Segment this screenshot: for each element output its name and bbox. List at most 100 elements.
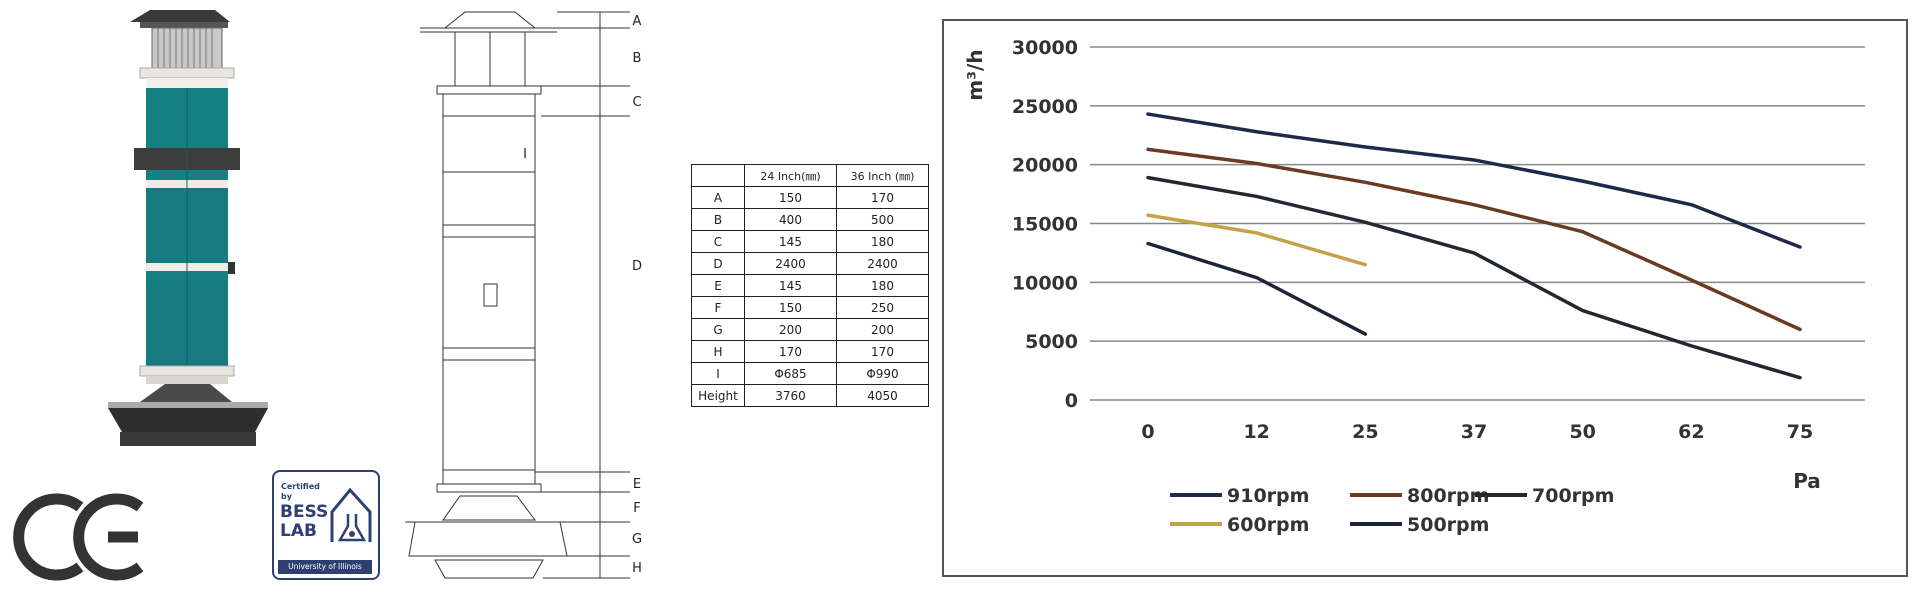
table-row: E 145 180 (691, 274, 929, 297)
ventilator-cap-icon (130, 10, 230, 22)
bess-lab-badge: Certified by BESS LAB University of Illi… (272, 470, 380, 580)
dim-label-e: E (633, 477, 641, 492)
dim-label-b: B (633, 51, 642, 66)
series-line-800rpm (1146, 147, 1802, 332)
series-line-700rpm (1146, 175, 1802, 380)
y-tick-label: 30000 (1012, 37, 1078, 59)
value-36inch: 180 (836, 230, 929, 253)
value-24inch: 150 (744, 296, 837, 319)
badge-certified: Certified (281, 482, 320, 491)
row-label: I (691, 362, 745, 385)
table-panel: 24 Inch(㎜) 36 Inch (㎜) A 150 170 B 400 500 C 14… (685, 0, 935, 594)
table-row: F 150 250 (691, 296, 929, 319)
row-label: G (691, 318, 745, 341)
table-row: B 400 500 (691, 208, 929, 231)
section-label-i: I (523, 147, 527, 162)
y-tick-label: 25000 (1012, 96, 1078, 118)
value-36inch: 200 (836, 318, 929, 341)
table-row: Height 3760 4050 (691, 384, 929, 407)
value-24inch: 3760 (744, 384, 837, 407)
table-row: A 150 170 (691, 186, 929, 209)
table-row: I Φ685 Φ990 (691, 362, 929, 385)
series-line-600rpm (1146, 213, 1368, 267)
row-label: F (691, 296, 745, 319)
table-row: C 145 180 (691, 230, 929, 253)
legend-label: 800rpm (1407, 485, 1489, 507)
row-label: B (691, 208, 745, 231)
row-label: C (691, 230, 745, 253)
value-36inch: 4050 (836, 384, 929, 407)
dim-label-f: F (633, 501, 640, 516)
technical-drawing: A B C D E F G H I (405, 11, 642, 579)
value-24inch: 400 (744, 208, 837, 231)
product-illustration: CE (0, 0, 268, 581)
x-tick-label: 37 (1461, 421, 1487, 443)
product-panel: CE Certified by BESS LAB University of I… (0, 0, 405, 594)
ventilator-base-icon (140, 384, 232, 402)
row-label: E (691, 274, 745, 297)
value-24inch: 145 (744, 274, 837, 297)
value-24inch: Φ685 (744, 362, 837, 385)
dimension-table: 24 Inch(㎜) 36 Inch (㎜) A 150 170 B 400 500 C 14… (691, 164, 929, 407)
y-axis-label: m³/h (963, 49, 987, 100)
x-tick-label: 0 (1141, 421, 1154, 443)
table-row: D 2400 2400 (691, 252, 929, 275)
row-label: A (691, 186, 745, 209)
badge-footer: University of Illinois (278, 560, 372, 574)
chart-panel: 0 5000 10000 15000 20000 25000 30000 0 12 25 37 50 6… (935, 0, 1916, 594)
y-tick-label: 0 (1065, 390, 1078, 412)
badge-by: by (281, 492, 292, 501)
table-body: A 150 170 B 400 500 C 145 180 D 2400 2400 E 145 180 F 15… (691, 186, 929, 407)
x-axis-label: Pa (1793, 469, 1821, 493)
series-line-910rpm (1146, 112, 1802, 249)
y-tick-label: 5000 (1025, 331, 1078, 353)
table-header-row: 24 Inch(㎜) 36 Inch (㎜) (691, 164, 929, 187)
header-label (691, 164, 745, 187)
chart-frame (942, 19, 1908, 577)
legend-label: 910rpm (1227, 485, 1309, 507)
value-36inch: 2400 (836, 252, 929, 275)
x-tick-label: 62 (1678, 421, 1704, 443)
y-tick-label: 15000 (1012, 214, 1078, 236)
row-label: D (691, 252, 745, 275)
badge-bess: BESS (280, 502, 329, 522)
row-label: H (691, 340, 745, 363)
ce-mark-text: CE (0, 0, 2, 1)
value-24inch: 170 (744, 340, 837, 363)
y-tick-label: 10000 (1012, 272, 1078, 294)
value-36inch: 250 (836, 296, 929, 319)
y-tick-label: 20000 (1012, 155, 1078, 177)
x-tick-label: 25 (1352, 421, 1378, 443)
ce-mark-icon (13, 493, 144, 581)
legend-label: 500rpm (1407, 514, 1489, 536)
header-36inch: 36 Inch (㎜) (836, 164, 929, 187)
value-24inch: 2400 (744, 252, 837, 275)
value-36inch: 170 (836, 340, 929, 363)
drawing-panel: A B C D E F G H I (405, 0, 685, 594)
value-36inch: Φ990 (836, 362, 929, 385)
value-24inch: 200 (744, 318, 837, 341)
dim-label-c: C (632, 95, 641, 110)
value-24inch: 150 (744, 186, 837, 209)
header-24inch: 24 Inch(㎜) (744, 164, 837, 187)
x-tick-label: 50 (1569, 421, 1595, 443)
table-row: H 170 170 (691, 340, 929, 363)
dim-label-h: H (632, 561, 642, 576)
row-label: Height (691, 384, 745, 407)
airflow-chart: 0 5000 10000 15000 20000 25000 30000 0 12 25 37 50 6… (942, 19, 1908, 577)
value-36inch: 170 (836, 186, 929, 209)
value-24inch: 145 (744, 230, 837, 253)
legend-label: 600rpm (1227, 514, 1309, 536)
badge-lab: LAB (280, 521, 317, 541)
series-line-500rpm (1146, 241, 1368, 336)
dim-label-d: D (632, 259, 642, 274)
value-36inch: 500 (836, 208, 929, 231)
table-row: G 200 200 (691, 318, 929, 341)
flask-icon (330, 487, 372, 542)
x-tick-label: 75 (1787, 421, 1813, 443)
value-36inch: 180 (836, 274, 929, 297)
dim-label-g: G (632, 532, 642, 547)
x-tick-label: 12 (1243, 421, 1269, 443)
legend-label: 700rpm (1532, 485, 1614, 507)
dim-label-a: A (633, 14, 642, 29)
